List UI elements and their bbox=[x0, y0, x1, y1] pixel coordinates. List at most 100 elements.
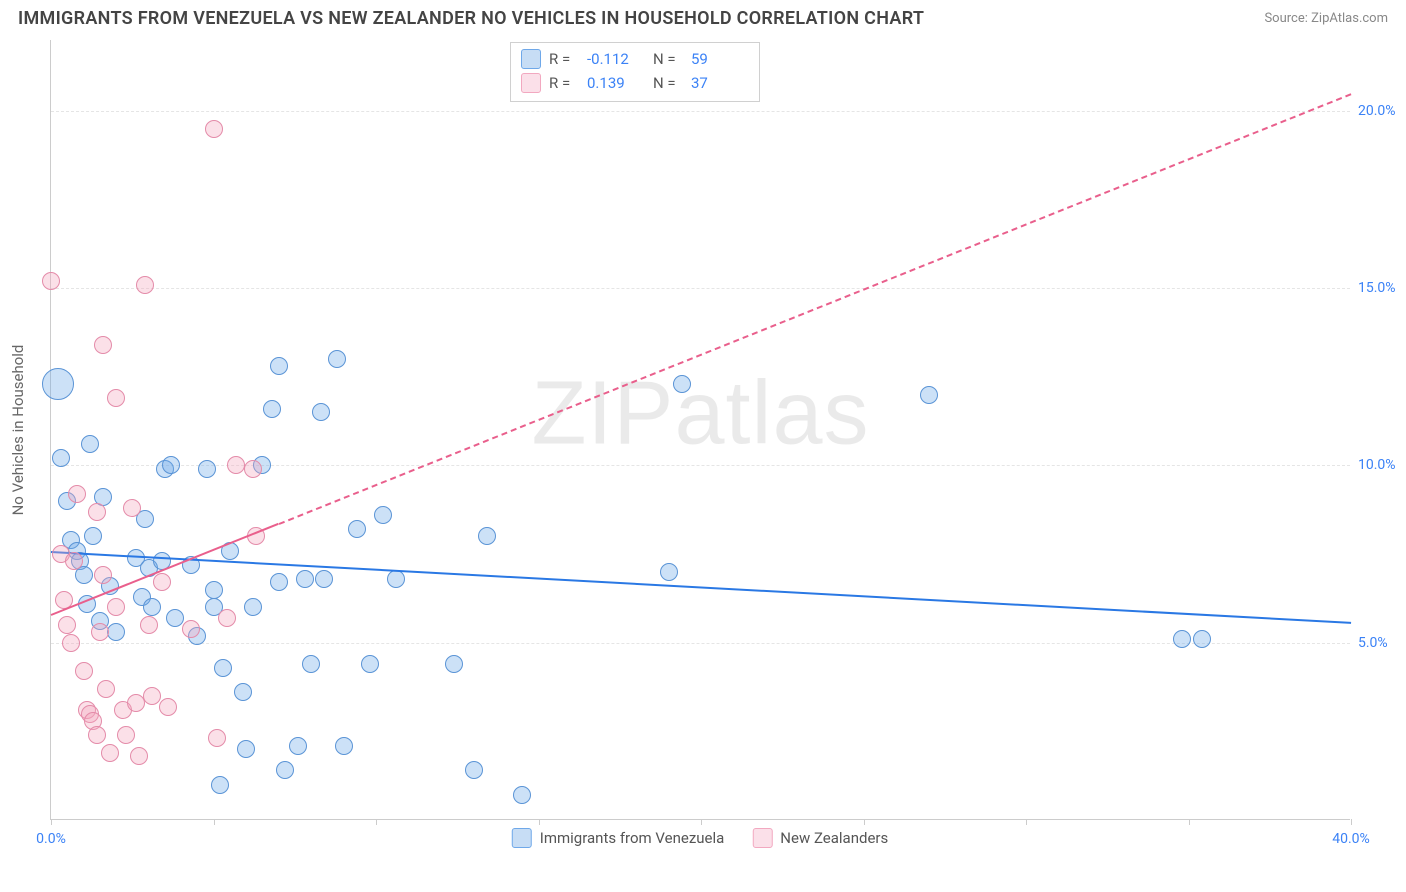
gridline bbox=[51, 643, 1350, 644]
watermark: ZIPatlas bbox=[531, 362, 869, 465]
data-point bbox=[445, 655, 463, 673]
data-point bbox=[140, 616, 158, 634]
data-point bbox=[302, 655, 320, 673]
data-point bbox=[97, 680, 115, 698]
data-point bbox=[107, 389, 125, 407]
data-point bbox=[94, 336, 112, 354]
data-point bbox=[263, 400, 281, 418]
series-swatch bbox=[512, 828, 532, 848]
x-tick bbox=[1351, 819, 1352, 825]
r-label: R = bbox=[549, 47, 579, 71]
series-swatch bbox=[752, 828, 772, 848]
chart-title: IMMIGRANTS FROM VENEZUELA VS NEW ZEALAND… bbox=[18, 8, 924, 29]
trend-line bbox=[278, 93, 1351, 525]
data-point bbox=[117, 726, 135, 744]
x-tick bbox=[1189, 819, 1190, 825]
data-point bbox=[296, 570, 314, 588]
data-point bbox=[478, 527, 496, 545]
data-point bbox=[361, 655, 379, 673]
plot-region: ZIPatlas 5.0%10.0%15.0%20.0%0.0%40.0% bbox=[50, 40, 1350, 820]
data-point bbox=[162, 456, 180, 474]
legend-item: New Zealanders bbox=[752, 828, 888, 848]
data-point bbox=[65, 552, 83, 570]
data-point bbox=[81, 435, 99, 453]
y-tick-label: 10.0% bbox=[1358, 457, 1406, 473]
data-point bbox=[214, 659, 232, 677]
data-point bbox=[920, 386, 938, 404]
data-point bbox=[211, 776, 229, 794]
data-point bbox=[123, 499, 141, 517]
stats-row: R = 0.139 N = 37 bbox=[521, 71, 749, 95]
data-point bbox=[107, 623, 125, 641]
data-point bbox=[276, 761, 294, 779]
x-tick bbox=[1026, 819, 1027, 825]
data-point bbox=[159, 698, 177, 716]
data-point bbox=[244, 598, 262, 616]
n-value: 37 bbox=[691, 71, 749, 95]
chart-area: ZIPatlas 5.0%10.0%15.0%20.0%0.0%40.0% No… bbox=[50, 40, 1350, 820]
data-point bbox=[88, 726, 106, 744]
data-point bbox=[42, 368, 74, 400]
data-point bbox=[1173, 630, 1191, 648]
n-label: N = bbox=[653, 47, 683, 71]
data-point bbox=[660, 563, 678, 581]
data-point bbox=[387, 570, 405, 588]
data-point bbox=[374, 506, 392, 524]
legend-item: Immigrants from Venezuela bbox=[512, 828, 725, 848]
data-point bbox=[289, 737, 307, 755]
data-point bbox=[312, 403, 330, 421]
r-value: 0.139 bbox=[587, 71, 645, 95]
data-point bbox=[513, 786, 531, 804]
gridline bbox=[51, 288, 1350, 289]
series-legend: Immigrants from Venezuela New Zealanders bbox=[512, 828, 888, 848]
x-tick bbox=[51, 819, 52, 825]
data-point bbox=[348, 520, 366, 538]
gridline bbox=[51, 111, 1350, 112]
data-point bbox=[227, 456, 245, 474]
correlation-stats-box: R = -0.112 N = 59 R = 0.139 N = 37 bbox=[510, 42, 760, 102]
n-value: 59 bbox=[691, 47, 749, 71]
data-point bbox=[673, 375, 691, 393]
data-point bbox=[166, 609, 184, 627]
data-point bbox=[143, 598, 161, 616]
data-point bbox=[62, 634, 80, 652]
data-point bbox=[143, 687, 161, 705]
data-point bbox=[234, 683, 252, 701]
data-point bbox=[205, 581, 223, 599]
data-point bbox=[198, 460, 216, 478]
data-point bbox=[101, 744, 119, 762]
y-axis-label: No Vehicles in Household bbox=[9, 345, 27, 516]
source-attribution: Source: ZipAtlas.com bbox=[1264, 11, 1388, 26]
series-swatch bbox=[521, 49, 541, 69]
x-tick bbox=[539, 819, 540, 825]
data-point bbox=[335, 737, 353, 755]
data-point bbox=[315, 570, 333, 588]
data-point bbox=[1193, 630, 1211, 648]
data-point bbox=[270, 573, 288, 591]
x-tick-label: 0.0% bbox=[36, 831, 66, 847]
y-tick-label: 20.0% bbox=[1358, 103, 1406, 119]
data-point bbox=[84, 527, 102, 545]
data-point bbox=[42, 272, 60, 290]
data-point bbox=[208, 729, 226, 747]
x-tick bbox=[214, 819, 215, 825]
data-point bbox=[270, 357, 288, 375]
data-point bbox=[205, 120, 223, 138]
data-point bbox=[91, 623, 109, 641]
data-point bbox=[153, 573, 171, 591]
data-point bbox=[88, 503, 106, 521]
data-point bbox=[182, 620, 200, 638]
x-tick-label: 40.0% bbox=[1332, 831, 1370, 847]
data-point bbox=[107, 598, 125, 616]
r-value: -0.112 bbox=[587, 47, 645, 71]
data-point bbox=[328, 350, 346, 368]
data-point bbox=[58, 616, 76, 634]
r-label: R = bbox=[549, 71, 579, 95]
n-label: N = bbox=[653, 71, 683, 95]
data-point bbox=[68, 485, 86, 503]
x-tick bbox=[864, 819, 865, 825]
data-point bbox=[237, 740, 255, 758]
x-tick bbox=[376, 819, 377, 825]
y-tick-label: 5.0% bbox=[1358, 635, 1406, 651]
series-swatch bbox=[521, 73, 541, 93]
